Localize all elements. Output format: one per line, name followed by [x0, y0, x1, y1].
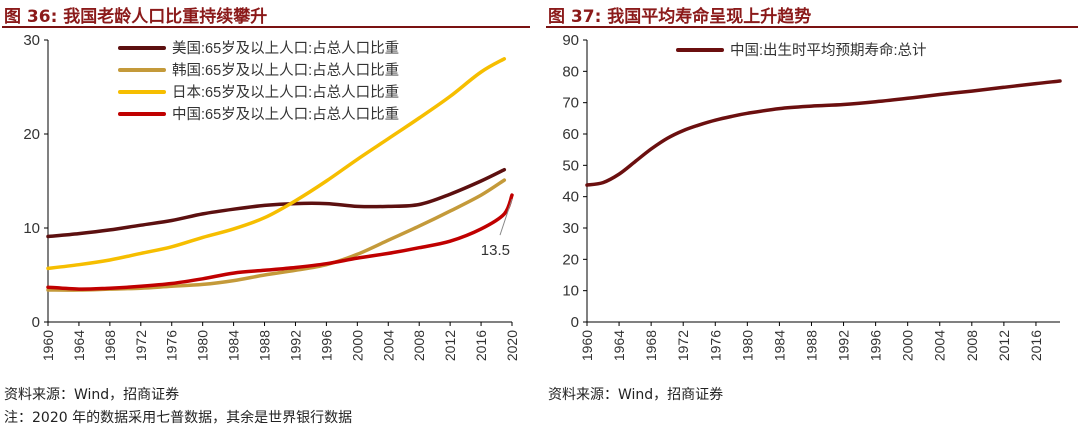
x-tick-label: 1984 — [226, 330, 242, 361]
x-tick-label: 2020 — [504, 330, 520, 361]
x-tick-label: 1992 — [836, 330, 852, 361]
series-line-1-3 — [46, 57, 507, 271]
y-tick-label: 70 — [562, 95, 579, 112]
y-tick-label: 10 — [562, 283, 579, 300]
annotation-leader — [499, 198, 513, 236]
x-tick-label: 1960 — [579, 330, 595, 361]
x-tick-label: 2004 — [380, 330, 396, 361]
x-tick-label: 1960 — [40, 330, 56, 361]
y-tick-label: 40 — [562, 189, 579, 206]
x-tick-label: 2004 — [932, 330, 948, 361]
y-tick-label: 80 — [562, 63, 579, 80]
legend-label: 美国:65岁及以上人口:占总人口比重 — [172, 40, 399, 57]
right-title-rule — [546, 26, 1078, 28]
y-tick-label: 30 — [562, 220, 579, 237]
left-source-note: 资料来源：Wind，招商证券 — [4, 387, 180, 403]
right-figure-title: 图 37: 我国平均寿命呈现上升趋势 — [548, 7, 812, 27]
x-tick-label: 2008 — [964, 330, 980, 361]
x-tick-label: 1964 — [71, 330, 87, 361]
x-tick-label: 1968 — [643, 330, 659, 361]
x-tick-label: 1988 — [803, 330, 819, 361]
x-tick-label: 1980 — [739, 330, 755, 361]
x-tick-label: 1968 — [102, 330, 118, 361]
left-footnote: 注：2020 年的数据采用七普数据，其余是世界银行数据 — [4, 410, 353, 426]
series-line-1-1 — [46, 167, 507, 239]
x-tick-label: 1972 — [675, 330, 691, 361]
y-tick-label: 20 — [562, 251, 579, 268]
y-tick-label: 20 — [23, 126, 40, 143]
left-figure-title: 图 36: 我国老龄人口比重持续攀升 — [4, 7, 268, 27]
x-tick-label: 1980 — [195, 330, 211, 361]
x-tick-label: 1976 — [164, 330, 180, 361]
x-tick-label: 2012 — [996, 330, 1012, 361]
annotation-label: 13.5 — [481, 242, 510, 259]
x-tick-label: 2016 — [473, 330, 489, 361]
legend-label: 韩国:65岁及以上人口:占总人口比重 — [172, 62, 399, 79]
x-tick-label: 2000 — [900, 330, 916, 361]
legend-label: 中国:65岁及以上人口:占总人口比重 — [172, 106, 399, 123]
x-tick-label: 2000 — [349, 330, 365, 361]
x-tick-label: 1984 — [771, 330, 787, 361]
y-tick-label: 60 — [562, 126, 579, 143]
x-tick-label: 2012 — [442, 330, 458, 361]
left-title-rule — [2, 26, 530, 28]
x-tick-label: 1972 — [133, 330, 149, 361]
series-line-1-4 — [46, 193, 514, 291]
y-tick-label: 30 — [23, 32, 40, 49]
y-tick-label: 10 — [23, 220, 40, 237]
x-tick-label: 2008 — [411, 330, 427, 361]
x-tick-label: 1976 — [707, 330, 723, 361]
series-line-2-1 — [585, 79, 1062, 187]
x-tick-label: 1996 — [318, 330, 334, 361]
y-tick-label: 0 — [571, 314, 579, 331]
y-tick-label: 0 — [32, 314, 40, 331]
legend-label: 日本:65岁及以上人口:占总人口比重 — [172, 84, 399, 101]
x-tick-label: 1992 — [287, 330, 303, 361]
y-tick-label: 90 — [562, 32, 579, 49]
x-tick-label: 1964 — [611, 330, 627, 361]
series-line-1-2 — [46, 178, 507, 292]
right-source-note: 资料来源：Wind，招商证券 — [548, 387, 724, 403]
legend-label: 中国:出生时平均预期寿命:总计 — [730, 41, 927, 59]
x-tick-label: 1996 — [868, 330, 884, 361]
x-tick-label: 2016 — [1028, 330, 1044, 361]
y-tick-label: 50 — [562, 157, 579, 174]
x-tick-label: 1988 — [257, 330, 273, 361]
